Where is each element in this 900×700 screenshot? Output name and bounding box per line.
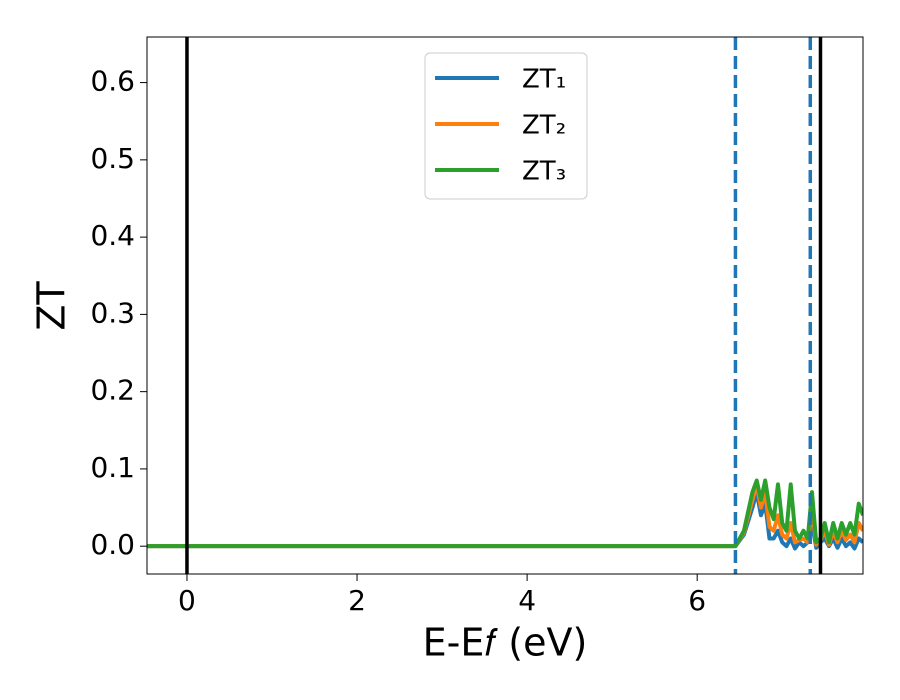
y-tick-label: 0.6: [90, 65, 135, 98]
data-line: [147, 482, 863, 549]
y-tick-label: 0.1: [90, 451, 135, 484]
x-tick-label: 0: [178, 584, 196, 617]
plot-frame: [146, 36, 864, 575]
y-tick-label: 0.4: [90, 219, 135, 252]
legend-label: ZT₃: [522, 157, 566, 187]
y-tick-label: 0.2: [90, 374, 135, 407]
y-tick-label: 0.3: [90, 296, 135, 329]
y-tick-label: 0.0: [90, 528, 135, 561]
legend-box: [424, 52, 588, 200]
x-tick-label: 2: [348, 584, 366, 617]
legend-label: ZT₁: [522, 65, 566, 95]
plot-area: [147, 37, 863, 574]
legend-label: ZT₂: [522, 111, 566, 141]
x-tick-label: 4: [518, 584, 536, 617]
data-line: [147, 490, 863, 551]
x-axis-label: E-E𝑓 (eV): [423, 621, 588, 665]
y-axis-label: ZT: [30, 281, 74, 331]
y-tick-label: 0.5: [90, 142, 135, 175]
x-tick-label: 6: [688, 584, 706, 617]
data-line: [147, 478, 863, 549]
